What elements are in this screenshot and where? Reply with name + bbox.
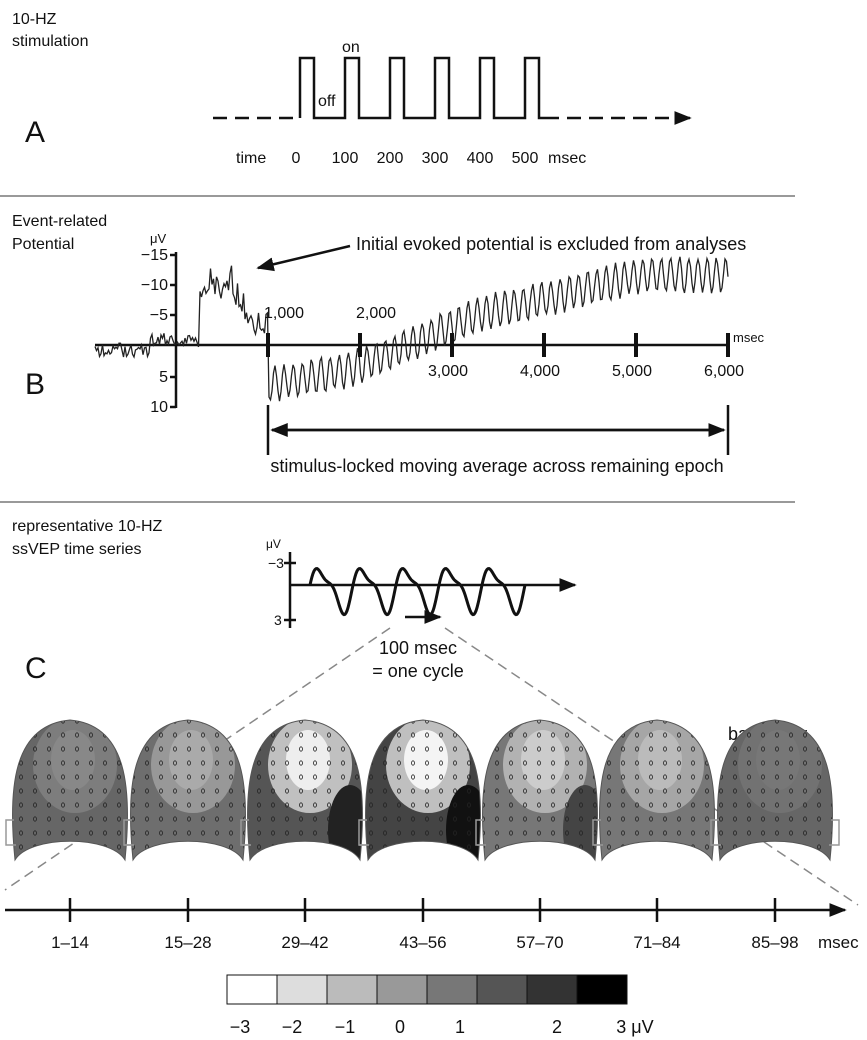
colorbar-swatch bbox=[577, 975, 627, 1004]
x-tick-label: 2,000 bbox=[356, 305, 396, 322]
electrodes bbox=[240, 715, 370, 865]
time-tick: 400 bbox=[467, 150, 494, 167]
panel-title: representative 10-HZ bbox=[12, 518, 163, 535]
electrodes bbox=[475, 715, 605, 865]
x-tick-label: 4,000 bbox=[520, 363, 560, 380]
window-label: 43–56 bbox=[399, 933, 446, 952]
electrodes bbox=[5, 715, 135, 865]
y-tick-label: −5 bbox=[150, 307, 168, 324]
panel-title: stimulation bbox=[12, 33, 88, 50]
colorbar-label: 3 μV bbox=[616, 1017, 653, 1037]
window-label: 15–28 bbox=[164, 933, 211, 952]
on-label: on bbox=[342, 39, 360, 56]
x-tick-label: 3,000 bbox=[428, 363, 468, 380]
window-label: 71–84 bbox=[633, 933, 680, 952]
y-tick-label: −10 bbox=[141, 277, 168, 294]
x-tick-label: 6,000 bbox=[704, 363, 744, 380]
head bbox=[123, 715, 253, 865]
inset-tick: −3 bbox=[268, 555, 284, 571]
pulses bbox=[300, 58, 545, 118]
window-label: 85–98 bbox=[751, 933, 798, 952]
panel-letter: B bbox=[25, 368, 45, 401]
colorbar-swatch bbox=[377, 975, 427, 1004]
cycle-label: = one cycle bbox=[372, 661, 464, 681]
figure: 10-HZ stimulation A on off time msec Eve… bbox=[0, 0, 867, 1040]
panel-letter: A bbox=[25, 116, 45, 149]
time-tick: 100 bbox=[332, 150, 359, 167]
y-tick-label: 10 bbox=[150, 399, 168, 416]
inset-tick: 3 bbox=[274, 612, 282, 628]
colorbar-label: 1 bbox=[455, 1017, 465, 1037]
x-tick-label: 1,000 bbox=[264, 305, 304, 322]
colorbar-swatch bbox=[277, 975, 327, 1004]
time-tick: 300 bbox=[422, 150, 449, 167]
inset-unit: μV bbox=[266, 537, 281, 551]
bracket-label: stimulus-locked moving average across re… bbox=[270, 456, 723, 476]
off-label: off bbox=[318, 93, 336, 110]
panel-title: 10-HZ bbox=[12, 11, 57, 28]
electrodes bbox=[358, 715, 488, 865]
y-tick-label: 5 bbox=[159, 369, 168, 386]
x-tick-label: 5,000 bbox=[612, 363, 652, 380]
time-tick: 0 bbox=[292, 150, 301, 167]
colorbar-label: −1 bbox=[335, 1017, 356, 1037]
colorbar-swatch bbox=[427, 975, 477, 1004]
colorbar: −3 −2 −1 0 1 2 3 μV bbox=[227, 975, 654, 1037]
colorbar-swatch bbox=[227, 975, 277, 1004]
panel-letter: C bbox=[25, 652, 47, 685]
head bbox=[592, 715, 722, 865]
x-unit: msec bbox=[733, 330, 765, 345]
time-tick: 200 bbox=[377, 150, 404, 167]
colorbar-swatch bbox=[327, 975, 377, 1004]
ssvep-wave bbox=[310, 569, 525, 615]
y-unit: μV bbox=[150, 231, 166, 246]
electrodes bbox=[123, 715, 253, 865]
colorbar-label: 0 bbox=[395, 1017, 405, 1037]
colorbar-swatch bbox=[477, 975, 527, 1004]
cycle-label: 100 msec bbox=[379, 638, 457, 658]
annotation: Initial evoked potential is excluded fro… bbox=[356, 234, 746, 254]
panel-title: Event-related bbox=[12, 213, 107, 230]
annotation-arrow bbox=[258, 246, 350, 268]
window-label: 29–42 bbox=[281, 933, 328, 952]
electrodes bbox=[592, 715, 722, 865]
head bbox=[5, 715, 135, 865]
time-unit: msec bbox=[818, 933, 859, 952]
window-label: 57–70 bbox=[516, 933, 563, 952]
colorbar-label: −2 bbox=[282, 1017, 303, 1037]
window-label: 1–14 bbox=[51, 933, 89, 952]
pulse-train bbox=[300, 58, 545, 118]
time-tick: 500 bbox=[512, 150, 539, 167]
colorbar-swatch bbox=[527, 975, 577, 1004]
head-maps bbox=[5, 715, 840, 875]
panel-title: ssVEP time series bbox=[12, 541, 142, 558]
colorbar-label: −3 bbox=[230, 1017, 251, 1037]
time-label: time bbox=[236, 150, 266, 167]
unit-label: msec bbox=[548, 150, 586, 167]
y-tick-label: −15 bbox=[141, 247, 168, 264]
colorbar-label: 2 bbox=[552, 1017, 562, 1037]
panel-title: Potential bbox=[12, 236, 74, 253]
